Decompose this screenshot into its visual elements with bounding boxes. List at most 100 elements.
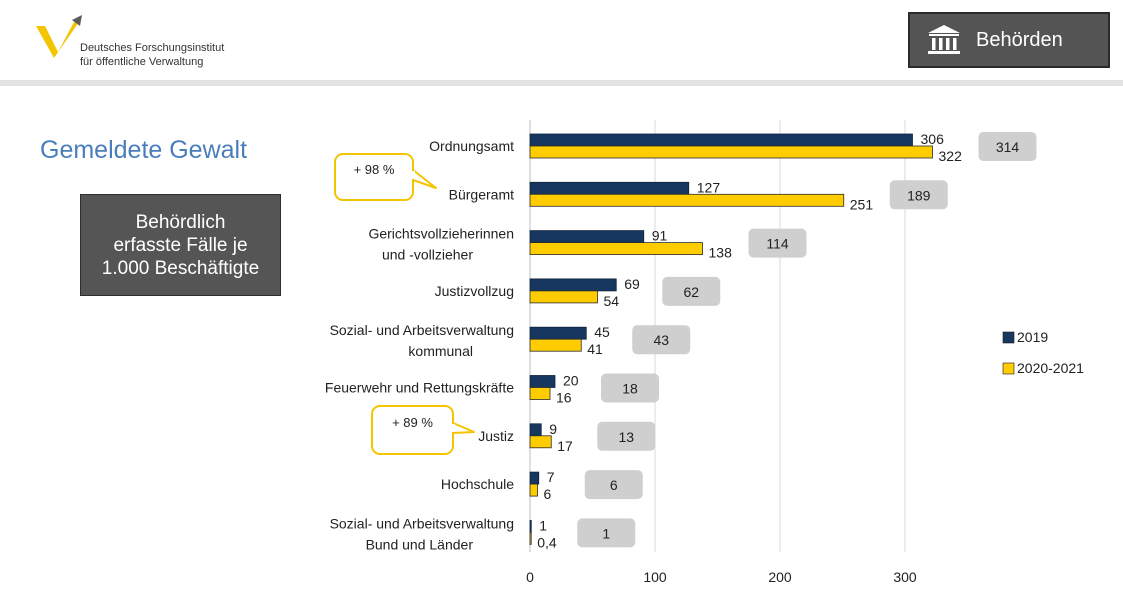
bar-2020-2021: [529, 290, 598, 304]
section-button-label: Behörden: [976, 28, 1063, 51]
average-label: 189: [907, 187, 931, 203]
category-label-line2: kommunal: [408, 343, 473, 359]
callout-label: + 89 %: [392, 415, 433, 430]
section-button-behoerden[interactable]: Behörden: [908, 12, 1110, 68]
value-label-2020-2021: 41: [587, 341, 603, 357]
average-box: [662, 276, 721, 306]
value-label-2020-2021: 138: [709, 245, 733, 261]
average-label: 1: [602, 525, 610, 541]
value-label-2020-2021: 251: [850, 196, 874, 212]
category-label-line2: Bund und Länder: [366, 536, 474, 552]
value-label-2019: 306: [921, 131, 945, 147]
average-label: 6: [610, 477, 618, 493]
value-label-2020-2021: 6: [544, 486, 552, 502]
value-label-2020-2021: 322: [939, 148, 963, 164]
legend-label: 2019: [1017, 329, 1048, 345]
x-axis-ticks: 0 100 200 300: [526, 569, 917, 585]
callouts: + 98 % + 89 %: [334, 153, 475, 455]
category-label: Justizvollzug: [435, 283, 514, 299]
category-label: Feuerwehr und Rettungskräfte: [325, 380, 514, 396]
bar-2019: [529, 230, 645, 244]
value-label-2019: 45: [594, 324, 610, 340]
average-box: [597, 421, 656, 451]
x-tick-label: 100: [643, 569, 667, 585]
value-label-2020-2021: 16: [556, 390, 572, 406]
bar-2020-2021: [529, 242, 703, 256]
institute-name-line2: für öffentliche Verwaltung: [80, 56, 204, 68]
bar-2020-2021: [529, 435, 552, 449]
bar-2019: [529, 423, 542, 437]
average-label: 13: [618, 429, 634, 445]
average-box: [889, 180, 948, 210]
legend-swatch: [1002, 362, 1015, 375]
value-label-2019: 9: [549, 421, 557, 437]
institute-name: Deutsches Forschungsinstitut für öffentl…: [80, 41, 224, 69]
bars: [529, 133, 933, 545]
value-label-2019: 20: [563, 373, 579, 389]
category-label: Justiz: [478, 428, 514, 444]
page-header: Deutsches Forschungsinstitut für öffentl…: [0, 0, 1123, 80]
institute-name-line1: Deutsches Forschungsinstitut: [80, 42, 225, 54]
value-label-2020-2021: 17: [557, 438, 573, 454]
average-box: [978, 132, 1037, 161]
note-box-line2: erfasste Fälle je: [113, 234, 248, 256]
average-label: 62: [683, 284, 699, 300]
average-box: [601, 373, 659, 403]
note-box-line1: Behördlich: [135, 211, 226, 233]
average-box: [632, 325, 691, 355]
category-labels: Ordnungsamt Bürgeramt Gerichtsvollzieherin…: [325, 138, 514, 552]
header-divider: [0, 80, 1123, 86]
value-label-2019: 7: [547, 469, 555, 485]
average-label: 18: [622, 381, 638, 397]
callout-joint: [451, 424, 455, 432]
legend-swatch: [1002, 331, 1015, 344]
x-tick-label: 200: [768, 569, 792, 585]
bar-2019: [529, 471, 540, 485]
average-boxes: 314 189 114 62 43 18 13 6 1: [577, 132, 1037, 548]
x-tick-label: 0: [526, 569, 534, 585]
note-box: Behördlich erfasste Fälle je 1.000 Besch…: [80, 194, 281, 296]
category-label: Sozial- und Arbeitsverwaltung: [330, 515, 514, 531]
category-label: Bürgeramt: [449, 186, 514, 202]
category-label: Ordnungsamt: [429, 138, 514, 154]
legend-label: 2020-2021: [1017, 360, 1084, 376]
average-box: [577, 518, 636, 548]
average-box: [748, 228, 807, 258]
bar-2019: [529, 278, 617, 292]
value-label-2019: 69: [624, 276, 640, 292]
dfoev-logo-icon: [36, 15, 82, 58]
callout-label: + 98 %: [354, 162, 395, 177]
page-title: Gemeldete Gewalt: [40, 136, 248, 164]
value-label-2019: 1: [539, 517, 547, 533]
bar-2020-2021: [529, 145, 933, 159]
bar-2019: [529, 375, 556, 388]
bar-2020-2021: [529, 483, 538, 497]
callout-box: [371, 405, 454, 455]
bar-2019: [529, 133, 913, 147]
note-box-line3: 1.000 Beschäftigte: [101, 257, 260, 279]
bar-2020-2021: [529, 338, 582, 352]
value-label-2020-2021: 54: [604, 293, 620, 309]
bar-2020-2021: [529, 532, 532, 545]
category-label: Sozial- und Arbeitsverwaltung: [330, 322, 514, 338]
callout-joint: [411, 171, 415, 179]
category-label-line2: und -vollzieher: [382, 247, 473, 263]
bar-2020-2021: [529, 387, 551, 400]
average-box: [584, 470, 643, 500]
bar-2020-2021: [529, 193, 845, 207]
average-label: 314: [996, 139, 1020, 155]
value-label-2019: 127: [697, 179, 721, 195]
bar-2019: [529, 326, 587, 340]
callout-pointer: [452, 422, 475, 434]
category-label: Gerichtsvollzieherinnen: [368, 226, 514, 242]
average-label: 114: [766, 236, 789, 252]
institution-building-icon: [928, 25, 960, 54]
callout-pointer: [412, 169, 437, 189]
category-label: Hochschule: [441, 476, 514, 492]
legend: 2019 2020-2021: [1002, 329, 1084, 376]
callout-box: [334, 153, 414, 201]
value-label-2019: 91: [652, 228, 668, 244]
bar-2019: [529, 520, 532, 533]
